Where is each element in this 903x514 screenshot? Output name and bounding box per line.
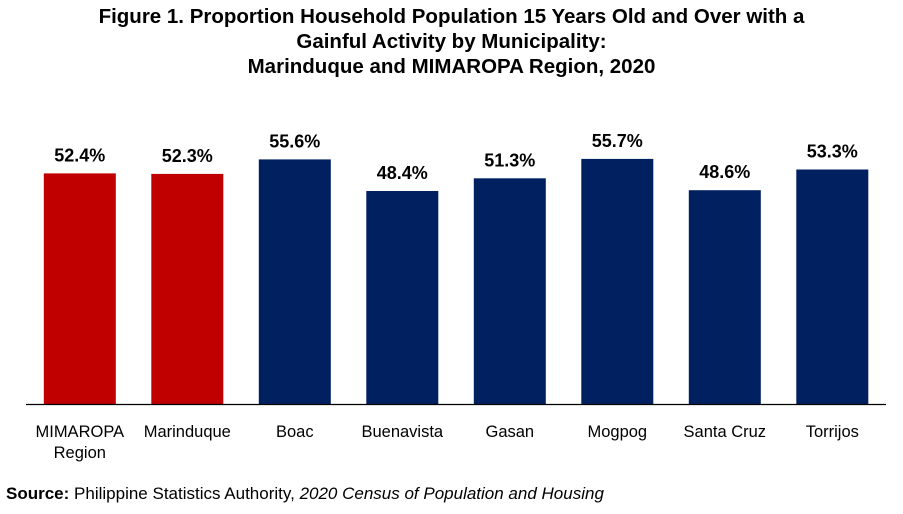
category-label: Santa Cruz [684,423,767,441]
data-label: 48.4% [377,163,428,183]
category-label: Marinduque [144,423,231,441]
bar [581,158,654,404]
source-note: Source: Philippine Statistics Authority,… [6,484,604,504]
category-label: MIMAROPA [35,423,124,441]
data-label: 55.6% [269,131,320,151]
source-publication: 2020 Census of Population and Housing [299,484,604,503]
data-label: 51.3% [484,150,535,170]
bar [258,159,331,404]
source-agency: Philippine Statistics Authority, [74,484,295,503]
category-label: Boac [276,423,314,441]
chart-title: Figure 1. Proportion Household Populatio… [0,4,903,79]
bar [43,173,116,404]
source-label: Source: [6,484,70,503]
bar [688,190,761,404]
bar [151,173,224,404]
bar-chart: 52.4% MIMAROPA Region 52.3% Marinduque 55.6% B… [26,131,886,462]
category-label: Region [54,444,106,462]
category-label: Buenavista [361,423,443,441]
data-label: 55.7% [592,131,643,151]
bar [366,191,439,404]
category-label: Torrijos [806,423,859,441]
category-label: Mogpog [587,423,647,441]
data-label: 53.3% [807,142,858,162]
chart-title-line-1: Figure 1. Proportion Household Populatio… [98,5,805,28]
data-label: 48.6% [699,162,750,182]
data-label: 52.4% [54,145,105,165]
chart-title-line-3: Marinduque and MIMAROPA Region, 2020 [247,55,656,78]
data-label: 52.3% [162,146,213,166]
chart-title-line-2: Gainful Activity by Municipality: [296,30,607,53]
bar [473,178,546,404]
bar [796,169,869,404]
category-label: Gasan [485,423,534,441]
